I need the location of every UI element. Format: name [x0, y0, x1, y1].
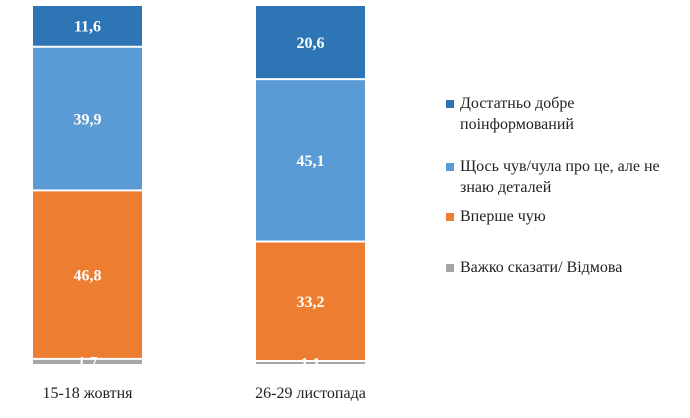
data-label-hard-to-say-2: 1,1: [301, 356, 321, 373]
data-label-first-time-1: 46,8: [74, 267, 102, 284]
data-label-hard-to-say-1: 1,7: [78, 355, 98, 372]
data-label-well-informed-2: 20,6: [297, 35, 325, 52]
legend-swatch-well-informed: [446, 100, 454, 108]
data-label-heard-something-1: 39,9: [74, 111, 102, 128]
bar-heard-something-1: [33, 47, 142, 190]
category-label-2: 26-29 листопада: [255, 385, 366, 402]
category-label-1: 15-18 жовтня: [42, 385, 133, 402]
legend-label-well-informed: Достатньо добре поінформований: [460, 95, 575, 133]
legend-label-heard-something: Щось чув/чула про це, але не знаю детале…: [460, 158, 660, 196]
bar-heard-something-2: [256, 80, 365, 241]
bar-well-informed-2: [256, 6, 365, 79]
data-label-heard-something-2: 45,1: [297, 153, 325, 170]
legend-swatch-heard-something: [446, 163, 454, 171]
data-label-first-time-2: 33,2: [297, 294, 325, 311]
legend-item-heard-something: Щось чув/чула про це, але не знаю детале…: [446, 156, 686, 198]
bar-first-time-2: [256, 242, 365, 361]
legend-item-hard-to-say: Важко сказати/ Відмова: [446, 257, 686, 278]
bar-hard-to-say-2: [256, 362, 365, 364]
legend-label-hard-to-say: Важко сказати/ Відмова: [460, 259, 623, 276]
data-label-well-informed-1: 11,6: [74, 19, 101, 36]
legend-swatch-first-time: [446, 213, 454, 221]
bar-first-time-1: [33, 191, 142, 358]
bar-hard-to-say-1: [33, 359, 142, 364]
legend-swatch-hard-to-say: [446, 264, 454, 272]
legend-item-well-informed: Достатньо добре поінформований: [446, 93, 686, 135]
bar-well-informed-1: [33, 6, 142, 46]
legend-item-first-time: Вперше чую: [446, 206, 686, 227]
legend-label-first-time: Вперше чую: [460, 208, 546, 225]
